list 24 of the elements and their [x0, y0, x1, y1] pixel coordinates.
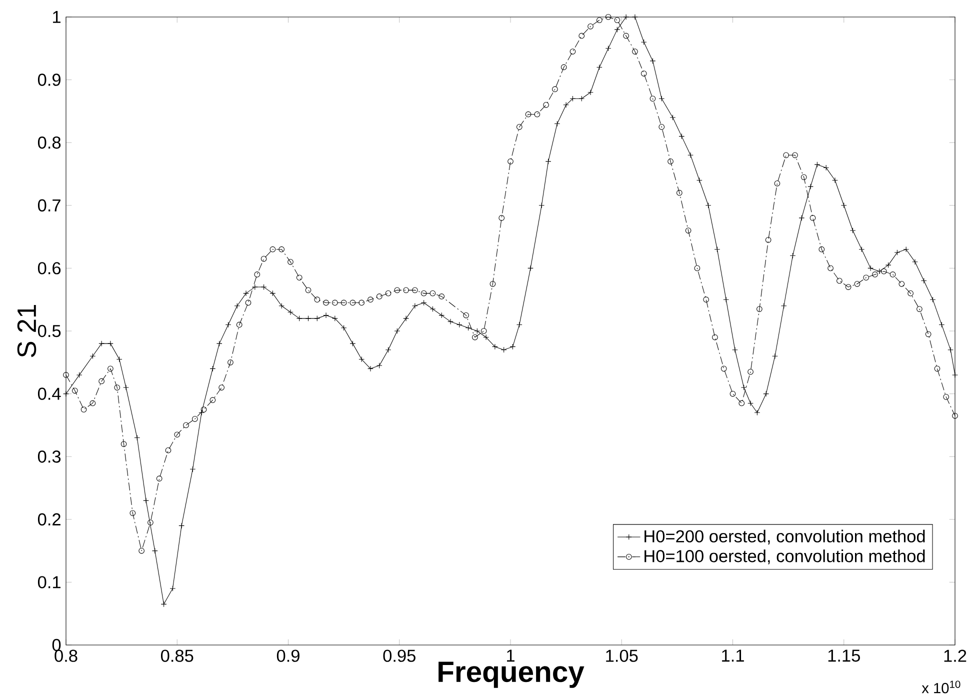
legend-label: H0=200 oersted, convolution method: [644, 530, 925, 544]
y-tick-label: 0.1: [38, 576, 60, 588]
y-tick-label: 0.2: [38, 513, 60, 526]
x-tick-label: 1.1: [722, 650, 744, 662]
y-tick-label: 0.6: [38, 262, 61, 274]
text: x 10$^{10}$: [922, 680, 960, 694]
x-axis-title: Frequency: [438, 662, 584, 688]
y-axis-title: S 21: [17, 304, 36, 358]
y-tick-label: 0.5: [38, 324, 61, 338]
y-tick-label: 1: [53, 11, 60, 23]
y-tick-label: 0.4: [38, 388, 61, 400]
x-tick-label: 1.2: [944, 650, 966, 662]
x-tick-label: 0.95: [383, 650, 416, 662]
x-tick-label: 1: [507, 650, 514, 662]
y-tick-label: 0.3: [38, 450, 61, 463]
x-tick-label: 1.15: [828, 650, 860, 662]
y-tick-label: 0.7: [38, 199, 60, 212]
y-tick-label: 0.9: [38, 74, 60, 86]
x-tick-label: 0.9: [276, 650, 300, 662]
y-tick-label: 0: [52, 638, 61, 652]
x-tick-label: 1.05: [606, 650, 638, 662]
y-tick-label: 0.8: [38, 136, 61, 149]
x-tick-label: 0.85: [160, 650, 194, 662]
legend-label: H0=100 oersted, convolution method: [644, 550, 925, 564]
